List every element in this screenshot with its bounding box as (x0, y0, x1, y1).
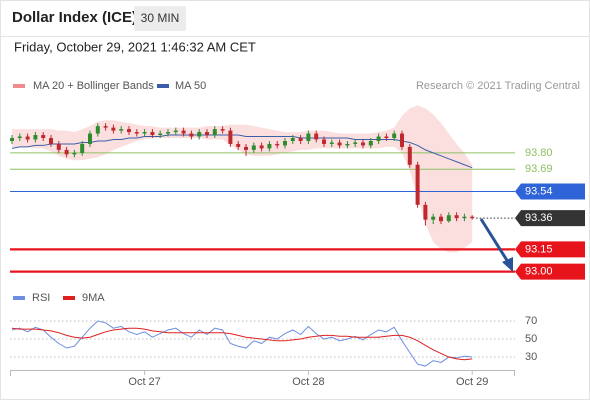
bollinger-band (12, 105, 473, 253)
level-label: 93.15 (525, 243, 553, 255)
candle-body (142, 132, 147, 134)
candle-body (306, 133, 311, 141)
candle-body (283, 140, 287, 146)
candle-body (150, 132, 155, 136)
level-label: 93.36 (525, 212, 553, 224)
level-box (515, 241, 585, 258)
legend-label: 9MA (82, 292, 105, 304)
candle-body (173, 130, 178, 133)
candle-body (205, 132, 209, 136)
candle-body (95, 126, 100, 134)
candle-body (275, 143, 280, 146)
y-tick-label: 70 (525, 315, 537, 327)
timeframe[interactable]: 30 MIN (141, 11, 180, 25)
candle-body (290, 138, 295, 141)
candle-body (10, 138, 14, 141)
candle-body (103, 126, 108, 128)
y-tick-label: 30 (525, 351, 537, 363)
candle-body (439, 216, 443, 222)
candle-body (400, 133, 404, 147)
candle-body (166, 132, 170, 134)
candle-body (353, 142, 358, 144)
candle-body (88, 133, 92, 144)
indicator-line (11, 320, 473, 367)
candle-body (236, 143, 241, 147)
timeframe-button[interactable] (134, 6, 186, 31)
x-tick-label: Oct 27 (128, 376, 160, 388)
candle-body (181, 130, 186, 134)
candle-body (33, 135, 38, 140)
candle-body (462, 216, 467, 219)
candle-body (376, 136, 381, 141)
candle-body (25, 136, 30, 140)
candle-body (56, 143, 61, 150)
level-box (515, 183, 585, 200)
candle-body (72, 152, 77, 155)
legend-label: MA 50 (175, 80, 206, 92)
x-tick-label: Oct 28 (292, 376, 324, 388)
credit: Research © 2021 Trading Central (416, 80, 580, 92)
legend-label: MA 20 + Bollinger Bands (33, 80, 154, 92)
candle-body (368, 140, 373, 146)
candle-body (407, 146, 412, 165)
level-label: 93.00 (525, 266, 553, 278)
level-box (515, 210, 585, 227)
candle-body (127, 129, 131, 133)
title: Dollar Index (ICE) (12, 9, 137, 26)
y-tick-label: 50 (525, 333, 537, 345)
candle-body (189, 133, 194, 137)
candle-body (158, 133, 163, 136)
candle-body (267, 143, 272, 149)
date: Friday, October 29, 2021 1:46:32 AM CET (14, 39, 256, 54)
indicator-line (11, 327, 473, 361)
candle-body (298, 138, 303, 141)
level-box (515, 263, 585, 280)
level-label: 93.80 (525, 147, 553, 159)
candle-body (259, 145, 264, 149)
candle-body (220, 129, 225, 131)
candle-body (392, 133, 397, 139)
candle-body (345, 143, 350, 146)
candle-body (80, 143, 85, 153)
candle-body (244, 146, 248, 150)
projection-arrow-head (502, 257, 513, 272)
x-tick-label: Oct 29 (456, 376, 488, 388)
projection-arrow (479, 218, 510, 263)
candle-body (337, 142, 342, 146)
candle-body (111, 127, 116, 131)
candle-body (322, 139, 326, 144)
legend-swatch (157, 84, 169, 88)
candle-body (423, 204, 428, 220)
candle-body (415, 164, 420, 205)
candle-body (251, 145, 256, 150)
legend-swatch (63, 296, 75, 300)
legend-swatch (13, 84, 25, 88)
candle-body (228, 130, 233, 144)
legend-swatch (13, 296, 25, 300)
candle-body (64, 149, 69, 155)
candle-body (329, 142, 334, 144)
level-label: 93.69 (525, 163, 553, 175)
candle-body (361, 142, 365, 146)
candle-body (119, 129, 124, 131)
candle-body (49, 138, 53, 144)
candle-body (446, 215, 451, 222)
candle-body (212, 129, 217, 136)
candle-body (134, 132, 139, 134)
candle-body (454, 215, 459, 219)
level-label: 93.54 (525, 185, 553, 197)
candle-body (314, 133, 319, 140)
candle-body (197, 132, 202, 137)
legend-label: RSI (32, 292, 50, 304)
candle-body (41, 135, 46, 139)
candle-body (470, 216, 475, 219)
candle-body (431, 216, 436, 220)
candle-body (384, 136, 389, 139)
candle-body (17, 136, 22, 139)
